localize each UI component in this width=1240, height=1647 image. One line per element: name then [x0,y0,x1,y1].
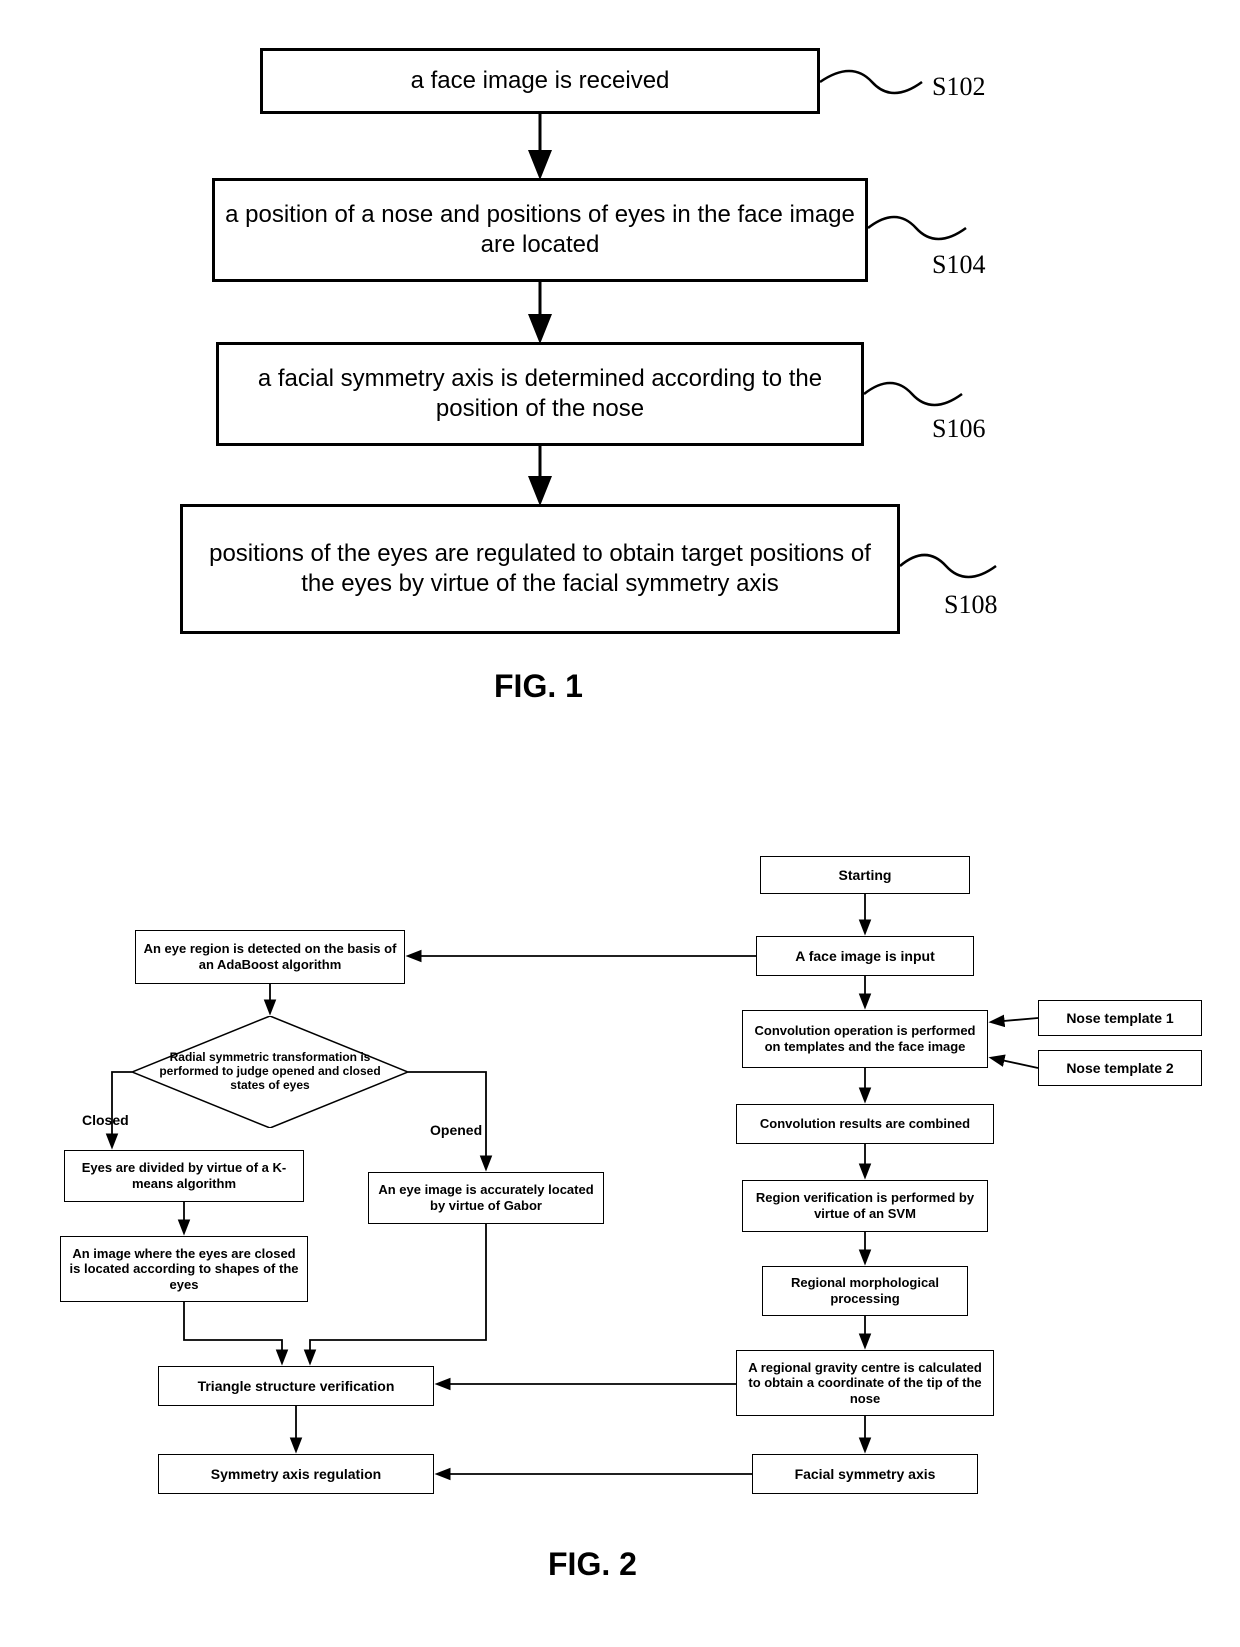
fig2-node-gravity: A regional gravity centre is calculated … [736,1350,994,1416]
fig2-edge-closed: Closed [82,1112,129,1128]
node-text: Triangle structure verification [198,1378,395,1395]
fig2-title: FIG. 2 [548,1546,637,1583]
fig1-step-text: a facial symmetry axis is determined acc… [229,364,851,424]
fig1-side-s108: S108 [944,590,997,620]
fig2-node-kmeans: Eyes are divided by virtue of a K-means … [64,1150,304,1202]
fig1-side-s102: S102 [932,72,985,102]
decision-text: Radial symmetric transformation is perfo… [158,1051,382,1092]
fig2-node-morph: Regional morphological processing [762,1266,968,1316]
fig2-node-conv: Convolution operation is performed on te… [742,1010,988,1068]
fig2-node-gabor: An eye image is accurately located by vi… [368,1172,604,1224]
fig2-node-combine: Convolution results are combined [736,1104,994,1144]
node-text: An image where the eyes are closed is lo… [67,1246,301,1293]
fig2-node-adaboost: An eye region is detected on the basis o… [135,930,405,984]
fig1-step-s104: a position of a nose and positions of ey… [212,178,868,282]
fig2-node-svm: Region verification is performed by virt… [742,1180,988,1232]
node-text: Regional morphological processing [769,1275,961,1306]
fig1-step-s106: a facial symmetry axis is determined acc… [216,342,864,446]
node-text: A regional gravity centre is calculated … [743,1360,987,1407]
node-text: An eye image is accurately located by vi… [375,1182,597,1213]
node-text: Convolution results are combined [760,1116,970,1132]
fig2-node-tmpl1: Nose template 1 [1038,1000,1202,1036]
fig2-node-closedloc: An image where the eyes are closed is lo… [60,1236,308,1302]
node-text: Starting [839,867,892,884]
fig1-step-s108: positions of the eyes are regulated to o… [180,504,900,634]
fig2-node-symaxis: Facial symmetry axis [752,1454,978,1494]
fig1-title: FIG. 1 [494,668,583,705]
node-text: A face image is input [795,948,935,965]
fig1-side-s104: S104 [932,250,985,280]
fig1-step-text: a position of a nose and positions of ey… [225,200,855,260]
canvas: a face image is received a position of a… [0,0,1240,1647]
fig2-node-symreg: Symmetry axis regulation [158,1454,434,1494]
node-text: Nose template 2 [1066,1060,1173,1077]
node-text: An eye region is detected on the basis o… [142,941,398,972]
fig2-decision: Radial symmetric transformation is perfo… [132,1016,408,1128]
node-text: Symmetry axis regulation [211,1466,381,1483]
fig2-node-triangle: Triangle structure verification [158,1366,434,1406]
fig2-node-faceinput: A face image is input [756,936,974,976]
node-text: Eyes are divided by virtue of a K-means … [71,1160,297,1191]
fig1-step-text: a face image is received [411,66,670,96]
node-text: Facial symmetry axis [795,1466,936,1483]
fig2-node-tmpl2: Nose template 2 [1038,1050,1202,1086]
fig1-side-s106: S106 [932,414,985,444]
fig2-edge-opened: Opened [430,1122,482,1138]
fig1-step-s102: a face image is received [260,48,820,114]
node-text: Convolution operation is performed on te… [749,1023,981,1054]
node-text: Nose template 1 [1066,1010,1173,1027]
node-text: Region verification is performed by virt… [749,1190,981,1221]
fig2-node-start: Starting [760,856,970,894]
fig1-step-text: positions of the eyes are regulated to o… [193,539,887,599]
